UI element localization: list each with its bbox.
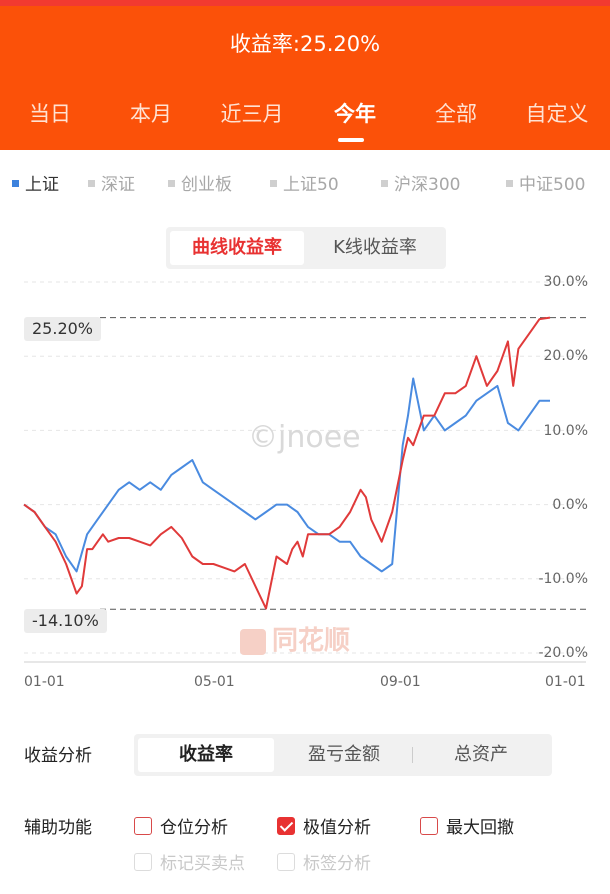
checkbox-icon [134,853,152,871]
series-line-account [23,316,551,610]
legend-dot-icon [88,179,95,187]
x-tick-label: 01-01 [545,674,586,690]
status-strip [0,0,610,6]
min-value-label: -14.10% [24,609,107,633]
tab-this-year[interactable]: 今年 [334,102,376,126]
logo-icon [240,628,266,655]
return-chart: ©jnoee 同花顺 25.20% -14.10% 30.0% 20.0% 10… [0,270,610,700]
checkbox-extreme-analysis[interactable]: 极值分析 [277,813,371,838]
checkbox-checked-icon [277,817,295,835]
index-shangzheng[interactable]: 上证 [12,170,59,195]
checkbox-max-drawdown[interactable]: 最大回撤 [420,813,514,838]
analysis-switch: 收益率 盈亏金额 总资产 [134,734,552,776]
tab-three-months[interactable]: 近三月 [220,102,284,126]
checkbox-tag-analysis[interactable]: 标签分析 [277,849,371,874]
page-title: 收益率:25.20% [229,32,381,56]
tab-custom[interactable]: 自定义 [525,102,589,126]
checkbox-trade-markers[interactable]: 标记买卖点 [134,849,245,874]
header-bar: 收益率:25.20% 当日 本月 近三月 今年 全部 自定义 [0,0,610,150]
y-tick-label: 10.0% [543,423,588,439]
checkbox-icon [420,817,438,835]
index-zhongzheng500[interactable]: 中证500 [506,170,585,195]
mode-curve-return[interactable]: 曲线收益率 [170,231,304,265]
checkbox-icon [277,853,295,871]
chart-canvas [23,281,586,663]
tab-month[interactable]: 本月 [130,102,172,126]
index-shenzheng[interactable]: 深证 [88,170,135,195]
index-hushen300[interactable]: 沪深300 [381,170,460,195]
period-tabs: 当日 本月 近三月 今年 全部 自定义 [0,98,610,138]
tab-today[interactable]: 当日 [29,102,71,126]
analysis-total-assets[interactable]: 总资产 [454,744,508,765]
checkbox-icon [134,817,152,835]
brand-logo: 同花顺 [240,620,350,657]
divider [412,747,413,763]
index-selector: 上证 深证 创业板 上证50 沪深300 中证500 [0,170,610,198]
legend-dot-icon [506,179,513,187]
x-tick-label: 01-01 [24,674,65,690]
y-tick-label: 0.0% [552,497,588,513]
analysis-profit-amount[interactable]: 盈亏金额 [308,744,380,765]
legend-dot-icon [12,179,19,187]
legend-dot-icon [270,179,277,187]
analysis-return-rate[interactable]: 收益率 [138,738,274,772]
aux-label: 辅助功能 [24,818,92,838]
y-tick-label: 30.0% [543,274,588,290]
tab-all[interactable]: 全部 [435,102,477,126]
y-tick-label: -20.0% [538,645,588,661]
checkbox-position-analysis[interactable]: 仓位分析 [134,813,228,838]
x-tick-label: 09-01 [380,674,421,690]
max-value-label: 25.20% [24,317,102,341]
watermark: ©jnoee [248,420,361,455]
y-tick-label: 20.0% [543,348,588,364]
active-tab-indicator [338,138,364,142]
analysis-label: 收益分析 [24,746,92,766]
chart-mode-switch: 曲线收益率 K线收益率 [166,227,446,269]
index-shangzheng50[interactable]: 上证50 [270,170,339,195]
x-tick-label: 05-01 [194,674,235,690]
legend-dot-icon [168,179,175,187]
index-chuangyeban[interactable]: 创业板 [168,170,232,195]
mode-kline-return[interactable]: K线收益率 [333,237,417,258]
legend-dot-icon [381,179,388,187]
y-tick-label: -10.0% [538,571,588,587]
series-line-index [23,377,550,573]
